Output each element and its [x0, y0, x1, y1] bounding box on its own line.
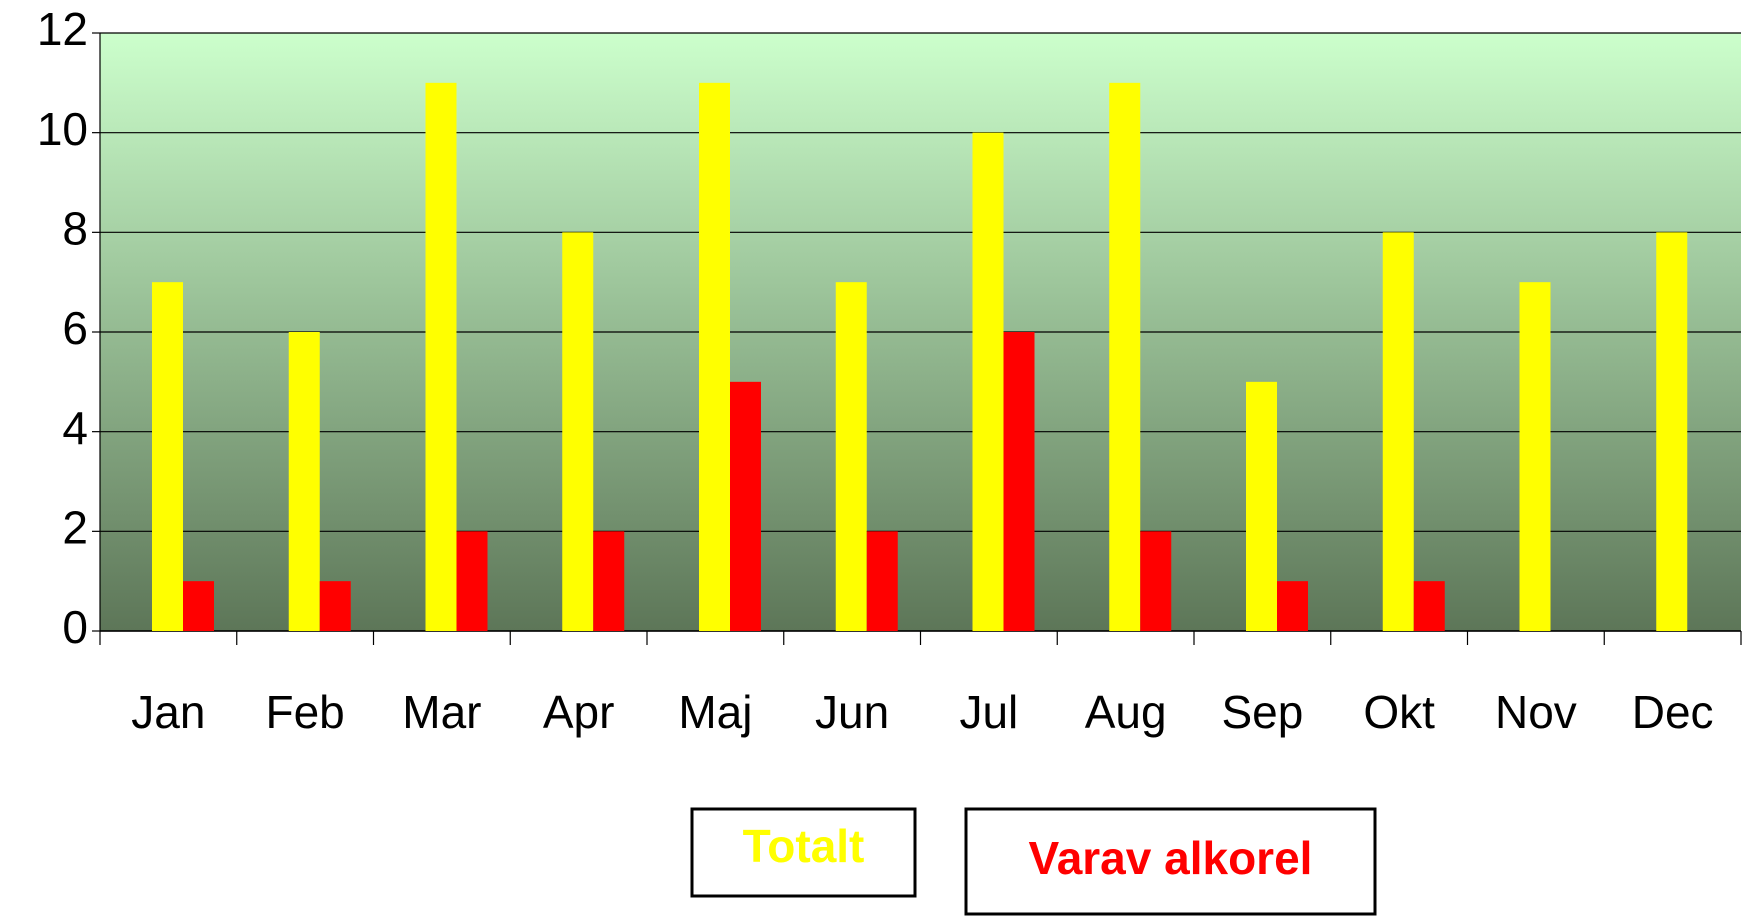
x-tick-label: Dec — [1632, 686, 1714, 738]
x-tick-label: Nov — [1495, 686, 1577, 738]
bar — [1003, 332, 1035, 631]
bar — [866, 531, 898, 631]
bar — [425, 82, 457, 632]
bar — [562, 232, 594, 632]
bar — [288, 332, 320, 631]
x-tick-label: Sep — [1221, 686, 1303, 738]
x-tick-label: Mar — [402, 686, 481, 738]
bar — [1656, 232, 1688, 632]
bar — [972, 132, 1004, 631]
bar — [835, 282, 867, 631]
bar — [1382, 232, 1414, 632]
bar — [152, 282, 183, 631]
bar — [1413, 581, 1445, 631]
legend-box — [690, 807, 917, 898]
bar — [1140, 531, 1172, 631]
y-tick-label: 12 — [37, 3, 88, 55]
y-tick-label: 6 — [62, 302, 88, 354]
x-tick-label: Apr — [543, 686, 615, 738]
bar — [730, 381, 761, 631]
bar — [456, 531, 488, 631]
x-tick-label: Jul — [959, 686, 1018, 738]
x-tick-label: Maj — [678, 686, 752, 738]
bar — [1109, 82, 1141, 632]
bar — [593, 531, 625, 631]
legend-label: Totalt — [743, 820, 865, 872]
y-tick-label: 0 — [62, 601, 88, 653]
x-tick-label: Aug — [1085, 686, 1167, 738]
bar — [1277, 581, 1308, 631]
y-tick-label: 4 — [62, 402, 88, 454]
x-tick-label: Feb — [265, 686, 344, 738]
bar — [319, 581, 351, 631]
bar — [1246, 381, 1277, 631]
legend-label: Varav alkorel — [1029, 832, 1313, 884]
legend-box — [964, 807, 1377, 916]
y-tick-label: 10 — [37, 103, 88, 155]
y-tick-label: 2 — [62, 501, 88, 553]
bar — [1519, 282, 1551, 631]
y-tick-label: 8 — [62, 202, 88, 254]
x-tick-label: Jan — [131, 686, 205, 738]
x-tick-label: Okt — [1363, 686, 1435, 738]
x-tick-label: Jun — [815, 686, 889, 738]
bar — [699, 82, 730, 632]
bar — [183, 581, 214, 631]
